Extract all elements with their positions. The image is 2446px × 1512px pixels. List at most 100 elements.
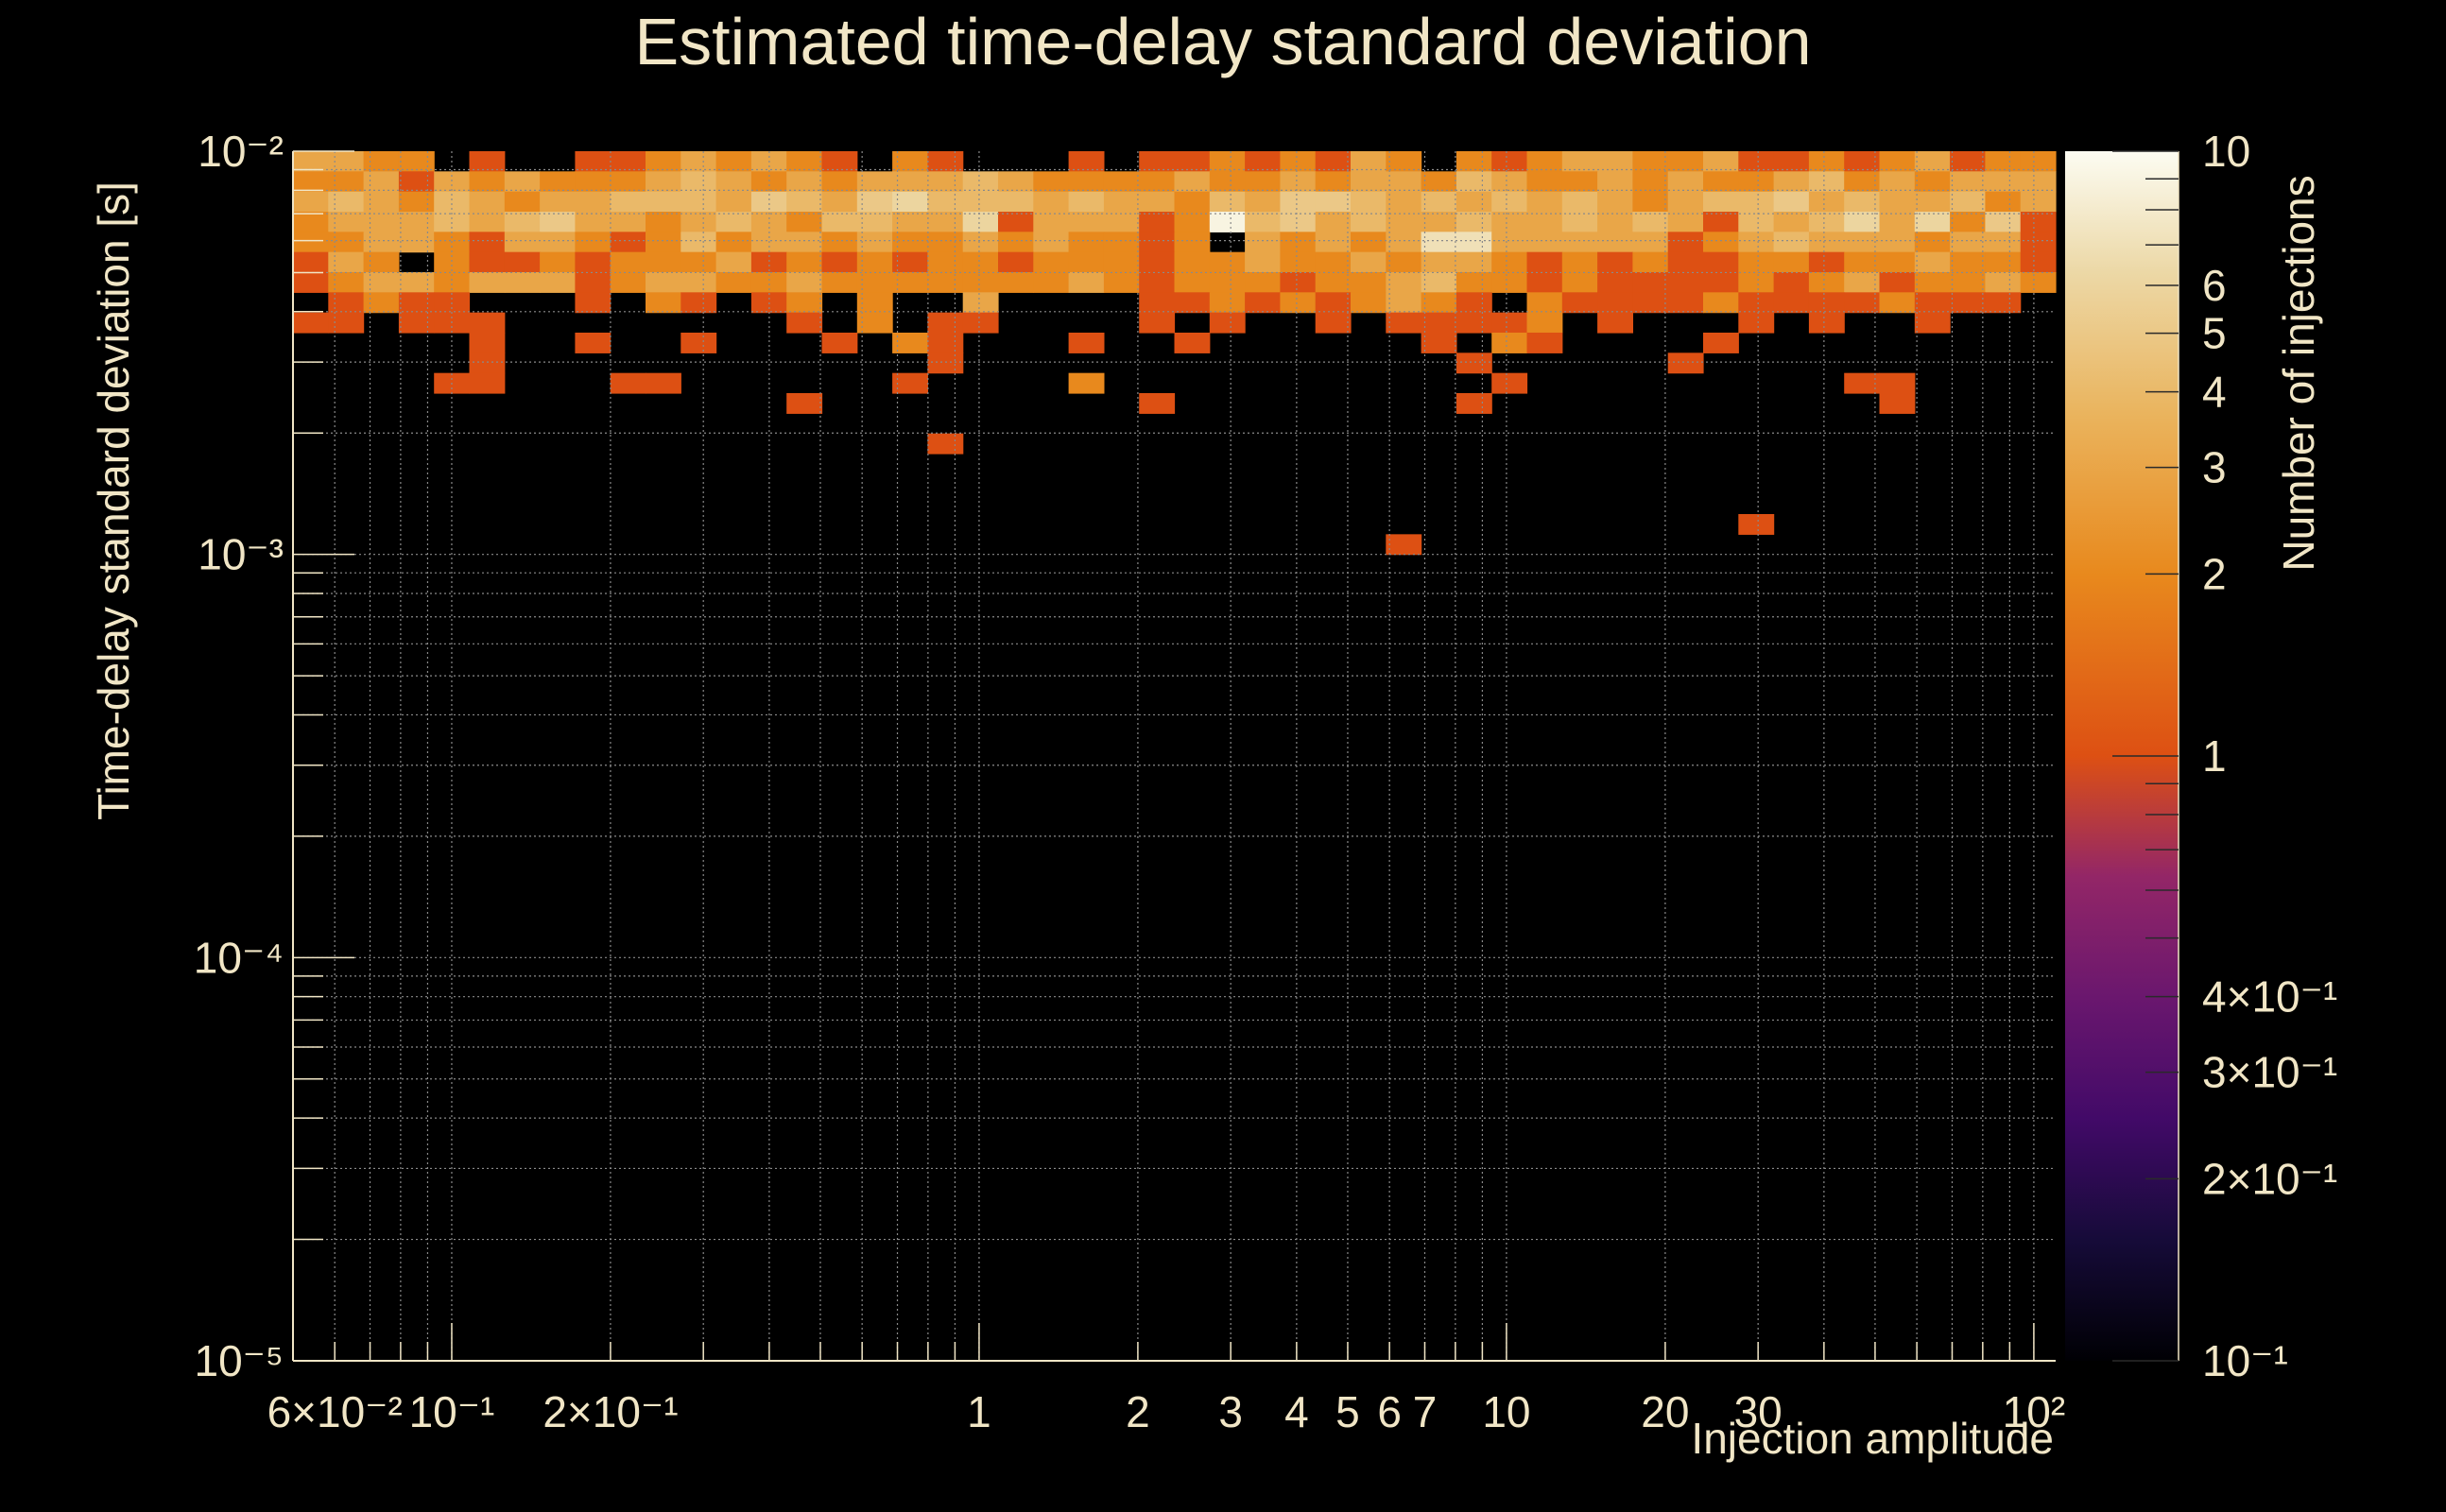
heatmap-cell bbox=[962, 191, 999, 213]
heatmap-cell bbox=[1879, 171, 1916, 193]
heatmap-cell bbox=[1245, 232, 1281, 253]
heatmap-cell bbox=[1491, 151, 1528, 172]
heatmap-cell bbox=[892, 151, 928, 172]
heatmap-cell bbox=[1174, 191, 1211, 213]
heatmap-cell bbox=[504, 212, 541, 232]
heatmap-cell bbox=[892, 251, 928, 273]
heatmap-cell bbox=[1561, 171, 1598, 193]
heatmap-cell bbox=[998, 232, 1034, 253]
heatmap-cell bbox=[1879, 272, 1916, 293]
heatmap-cell bbox=[1033, 171, 1070, 193]
heatmap-cell bbox=[1491, 232, 1528, 253]
heatmap-cell bbox=[1667, 352, 1704, 374]
x-tick-label: 2×10⁻¹ bbox=[543, 1387, 678, 1436]
heatmap-cell bbox=[715, 251, 752, 273]
heatmap-cell bbox=[1738, 292, 1775, 314]
heatmap-cell bbox=[1879, 212, 1916, 232]
heatmap-cell bbox=[1068, 372, 1105, 394]
heatmap-cell bbox=[1386, 212, 1422, 232]
heatmap-cell bbox=[1773, 212, 1810, 232]
heatmap-cell bbox=[1351, 212, 1387, 232]
colorbar-label: Number of injections bbox=[2274, 175, 2323, 572]
heatmap-cell bbox=[1738, 151, 1775, 172]
heatmap-cell bbox=[1174, 292, 1211, 314]
heatmap-cell bbox=[1491, 212, 1528, 232]
heatmap-cell bbox=[610, 272, 646, 293]
heatmap-cell bbox=[1667, 251, 1704, 273]
heatmap-cell bbox=[328, 292, 365, 314]
heatmap-cell bbox=[1773, 171, 1810, 193]
colorbar-tick-label: 5 bbox=[2202, 309, 2227, 358]
heatmap-cell bbox=[1808, 272, 1845, 293]
heatmap-cell bbox=[1386, 151, 1422, 172]
heatmap-cell bbox=[1315, 191, 1352, 213]
colorbar-tick-label: 3 bbox=[2202, 443, 2227, 492]
heatmap-cell bbox=[927, 171, 964, 193]
heatmap-cell bbox=[1456, 292, 1492, 314]
heatmap-cell bbox=[1315, 212, 1352, 232]
heatmap-cell bbox=[1597, 232, 1633, 253]
heatmap-cell bbox=[646, 292, 681, 314]
heatmap-cell bbox=[962, 292, 999, 314]
heatmap-cell bbox=[1808, 151, 1845, 172]
heatmap-cell bbox=[1950, 232, 1986, 253]
heatmap-cell bbox=[680, 171, 717, 193]
heatmap-cell bbox=[1808, 232, 1845, 253]
heatmap-cell bbox=[892, 372, 928, 394]
colorbar-tick-label: 2×10⁻¹ bbox=[2202, 1154, 2337, 1203]
heatmap-cell bbox=[1703, 251, 1739, 273]
heatmap-cell bbox=[398, 151, 435, 172]
heatmap-cell bbox=[363, 212, 400, 232]
heatmap-cell bbox=[856, 272, 893, 293]
heatmap-cell bbox=[1456, 212, 1492, 232]
heatmap-cell bbox=[1491, 333, 1528, 353]
heatmap-cell bbox=[398, 292, 435, 314]
heatmap-cell bbox=[1174, 272, 1211, 293]
heatmap-cell bbox=[1914, 191, 1951, 213]
heatmap-cell bbox=[1950, 171, 1986, 193]
heatmap-cell bbox=[1280, 292, 1317, 314]
heatmap-cell bbox=[1526, 312, 1563, 334]
heatmap-cell bbox=[1351, 191, 1387, 213]
heatmap-cell bbox=[1068, 151, 1105, 172]
heatmap-cell bbox=[328, 272, 365, 293]
heatmap-cell bbox=[1386, 251, 1422, 273]
heatmap-cell bbox=[1068, 251, 1105, 273]
heatmap-cell bbox=[1808, 171, 1845, 193]
x-tick-label: 5 bbox=[1335, 1387, 1360, 1436]
heatmap-cell bbox=[1914, 212, 1951, 232]
heatmap-cell bbox=[1209, 292, 1246, 314]
heatmap-cell bbox=[575, 333, 612, 353]
heatmap-cell bbox=[1139, 272, 1176, 293]
heatmap-cell bbox=[1667, 292, 1704, 314]
heatmap-cell bbox=[1773, 272, 1810, 293]
heatmap-cell bbox=[1632, 251, 1669, 273]
heatmap-cell bbox=[1950, 272, 1986, 293]
heatmap-cell bbox=[1421, 212, 1457, 232]
heatmap-cell bbox=[1456, 352, 1492, 374]
heatmap-cell bbox=[1844, 151, 1881, 172]
heatmap-cell bbox=[434, 212, 471, 232]
heatmap-cell bbox=[962, 212, 999, 232]
heatmap-cell bbox=[469, 191, 506, 213]
heatmap-cell bbox=[786, 251, 823, 273]
heatmap-cell bbox=[1351, 292, 1387, 314]
heatmap-cell bbox=[1597, 212, 1633, 232]
heatmap-cell bbox=[1808, 251, 1845, 273]
heatmap-cell bbox=[1632, 292, 1669, 314]
heatmap-cell bbox=[1985, 171, 2022, 193]
heatmap-cell bbox=[1456, 393, 1492, 414]
heatmap-cell bbox=[715, 171, 752, 193]
heatmap-cell bbox=[469, 372, 506, 394]
heatmap-cell bbox=[1597, 191, 1633, 213]
heatmap-cell bbox=[1491, 171, 1528, 193]
heatmap-cell bbox=[610, 372, 646, 394]
heatmap-cell bbox=[610, 191, 646, 213]
heatmap-cell bbox=[1561, 251, 1598, 273]
heatmap-cell bbox=[750, 251, 787, 273]
heatmap-cell bbox=[1351, 251, 1387, 273]
heatmap-cell bbox=[1245, 191, 1281, 213]
heatmap-cell bbox=[927, 272, 964, 293]
heatmap-cell bbox=[821, 171, 858, 193]
heatmap-cell bbox=[1667, 232, 1704, 253]
